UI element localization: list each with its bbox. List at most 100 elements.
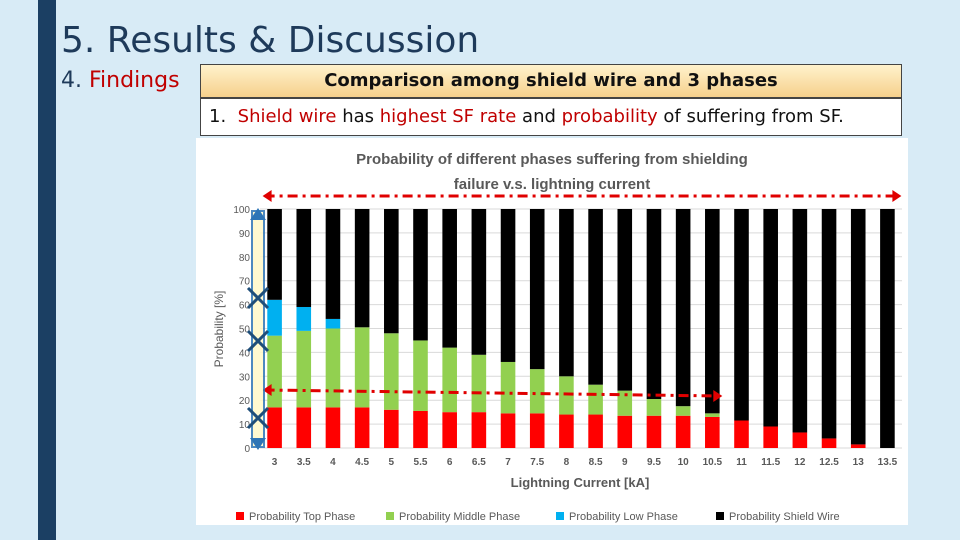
bar-segment-probability-top-phase [821,438,837,448]
bar-segment-probability-middle-phase [325,328,341,408]
chart-title-line-2: failure v.s. lightning current [454,176,650,193]
bracket-cross-marker [246,406,270,430]
bar-segment-probability-top-phase [442,412,457,448]
bar-segment-probability-top-phase [617,415,633,448]
stacked-bar-chart: 0 10 20 30 40 50 60 70 80 90 100 3 3.5 4 4.5 5 5.5 6 6.5 7 7… [212,151,902,523]
x-tick-label: 5 [389,457,395,468]
bar-segment-probability-middle-phase [529,369,545,414]
bar-segment-probability-top-phase [705,416,720,448]
legend-entry: Probability Top Phase [249,511,355,523]
bar-segment-probability-middle-phase [413,340,428,411]
x-tick-label: 7 [505,457,511,468]
legend-entry: Probability Shield Wire [729,511,840,523]
bar-segment-probability-shield-wire [325,209,341,319]
legend-swatch [236,512,244,520]
bar-segment-probability-top-phase [296,407,312,448]
bar-segment-probability-top-phase [675,415,691,448]
x-tick-label: 12 [794,457,806,468]
legend-swatch [716,512,724,520]
finding-box: 1. Shield wire has highest SF rate and p… [200,98,902,136]
finding-part-2: has [336,106,380,127]
bar-segment-probability-middle-phase [705,413,720,417]
arrowhead [713,390,723,402]
bar-segment-probability-shield-wire [559,209,574,377]
x-tick-label: 10 [678,457,690,468]
y-tick-label: 60 [239,301,251,312]
bar-segment-probability-shield-wire [529,209,545,370]
bar-segment-probability-middle-phase [675,406,691,416]
x-tick-label: 11.5 [761,457,780,468]
section-number: 4. [61,68,82,93]
bar-segment-probability-top-phase [529,413,545,448]
bar-segment-probability-shield-wire [413,209,428,341]
bar-segment-probability-top-phase [325,407,341,448]
bar-segment-probability-top-phase [471,412,487,448]
x-tick-label: 13.5 [878,457,898,468]
bar-segment-probability-middle-phase [500,361,516,414]
x-tick-label: 8 [564,457,570,468]
bar-segment-probability-top-phase [559,414,574,448]
x-tick-label: 8.5 [589,457,603,468]
x-axis-label: Lightning Current [kA] [511,475,650,490]
bar-segment-probability-top-phase [734,420,749,448]
x-tick-label: 6.5 [472,457,486,468]
bar-segment-probability-shield-wire [821,209,837,439]
phases-range-arrow [264,388,721,398]
bracket-cross-marker [246,286,270,310]
bar-segment-probability-middle-phase [617,390,633,416]
comparison-heading-box: Comparison among shield wire and 3 phase… [200,64,902,98]
bracket-arrow-down [250,438,266,450]
section-label: Findings [89,68,180,93]
bar-segment-probability-top-phase [646,415,662,448]
y-tick-label: 80 [239,253,251,264]
probability-bracket [251,210,265,448]
bar-segment-probability-shield-wire [646,209,662,400]
bar-segment-probability-top-phase [354,407,370,448]
x-tick-label: 3 [272,457,278,468]
y-tick-label: 30 [239,372,251,383]
bar-segment-probability-middle-phase [471,354,487,413]
bar-segment-probability-shield-wire [792,209,808,433]
bar-segment-probability-top-phase [588,414,603,448]
bar-segment-probability-shield-wire [617,209,633,391]
bar-segment-probability-shield-wire [880,209,895,448]
bar-segment-probability-top-phase [763,426,778,448]
y-tick-label: 100 [233,205,250,216]
x-tick-label: 9.5 [647,457,661,468]
bar-segment-probability-shield-wire [442,209,457,348]
bar-segment-probability-shield-wire [354,209,370,328]
x-tick-label: 9 [622,457,628,468]
bar-segment-probability-top-phase [413,410,428,448]
x-tick-label: 6 [447,457,453,468]
bar-segment-probability-shield-wire [384,209,399,334]
bar-segment-probability-top-phase [384,409,399,448]
sidebar-accent-bar [38,0,56,540]
bar-segment-probability-shield-wire [500,209,516,362]
bar-segment-probability-shield-wire [675,209,691,407]
y-tick-label: 40 [239,348,251,359]
slide-title: 5. Results & Discussion [61,20,480,61]
finding-part-5: probability [561,106,658,127]
bar-segment-probability-middle-phase [646,399,662,416]
y-axis-label: Probability [%] [212,291,226,368]
bar-segment-probability-middle-phase [588,384,603,415]
y-tick-label: 10 [239,420,251,431]
bar-segment-probability-shield-wire [734,209,749,421]
bar-segment-probability-shield-wire [267,209,282,300]
legend-swatch [386,512,394,520]
arrowhead [892,190,902,202]
bar-segment-probability-middle-phase [384,333,399,410]
bar-segment-probability-top-phase [267,407,282,448]
bar-segment-probability-top-phase [850,444,866,448]
y-tick-label: 50 [239,325,251,336]
x-tick-label: 11 [736,457,747,468]
bar-segment-probability-low-phase [267,299,282,336]
x-tick-label: 4.5 [355,457,369,468]
chart-title-line-1: Probability of different phases sufferin… [356,151,748,168]
arrowhead [262,190,272,202]
x-tick-label: 3.5 [297,457,311,468]
x-tick-label: 13 [853,457,865,468]
legend-swatch [556,512,564,520]
finding-part-1: Shield wire [237,106,337,127]
legend-entry: Probability Middle Phase [399,511,520,523]
